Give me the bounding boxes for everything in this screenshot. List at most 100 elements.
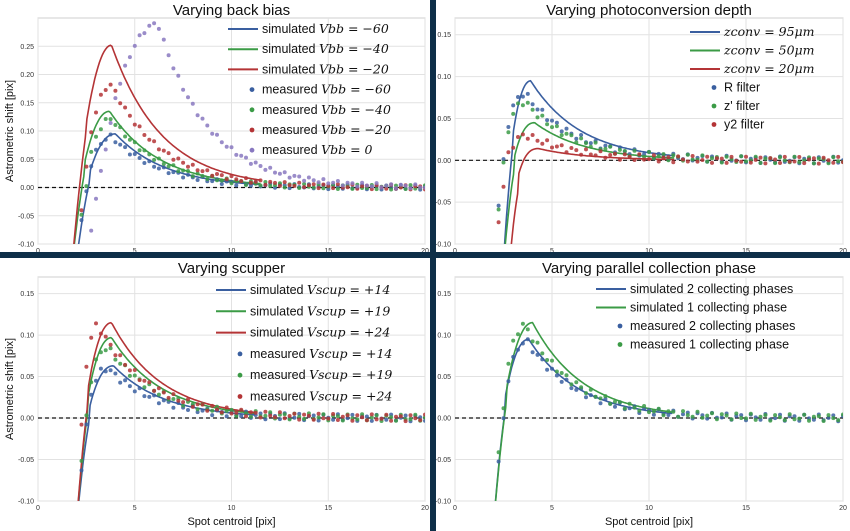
panel-varying-photoconversion-depth: 0 5 10 15 20 -0.10 -0.05 0.00 0.05 0.10 0.15 Varyin… <box>435 2 847 255</box>
data-point <box>118 142 123 147</box>
data-point <box>161 165 166 170</box>
data-point <box>147 159 152 164</box>
x-tick-label: 5 <box>133 248 137 255</box>
data-point <box>181 400 186 405</box>
data-point <box>171 397 176 401</box>
data-point <box>311 185 316 190</box>
data-point <box>302 178 307 183</box>
data-point <box>360 412 365 417</box>
data-point <box>321 182 326 187</box>
data-point <box>744 159 748 164</box>
data-point <box>811 417 816 422</box>
data-point <box>782 154 787 159</box>
data-point <box>239 153 244 158</box>
data-point <box>632 148 637 153</box>
data-point <box>147 137 152 142</box>
data-point <box>345 413 350 418</box>
data-point <box>569 133 574 138</box>
data-point <box>89 130 94 135</box>
data-point <box>719 412 724 417</box>
data-point <box>685 159 690 164</box>
data-point <box>287 175 292 180</box>
data-point <box>584 141 588 146</box>
data-point <box>152 139 157 144</box>
data-point <box>700 153 705 158</box>
data-point <box>758 160 763 165</box>
data-point <box>681 412 685 417</box>
data-point <box>831 416 836 421</box>
data-point <box>123 63 128 68</box>
data-point <box>695 159 700 164</box>
data-point <box>195 113 200 118</box>
data-point <box>161 390 166 395</box>
data-point <box>147 152 152 157</box>
data-point <box>297 180 302 185</box>
data-point <box>297 411 302 416</box>
data-point <box>816 156 821 161</box>
data-point <box>258 183 263 188</box>
x-tick-label: 0 <box>453 248 457 255</box>
y-tick-label: 0.15 <box>20 100 34 107</box>
data-point <box>123 134 128 139</box>
data-point <box>190 101 195 106</box>
data-point <box>821 419 826 423</box>
data-point <box>540 357 545 362</box>
data-point <box>108 342 113 347</box>
data-point <box>103 147 108 152</box>
data-point <box>608 153 613 157</box>
data-point <box>142 394 147 399</box>
data-point <box>588 144 593 149</box>
data-point <box>516 95 520 99</box>
data-point <box>739 154 744 159</box>
data-point <box>190 162 195 167</box>
data-point <box>792 417 797 422</box>
data-point <box>374 417 379 422</box>
data-point <box>836 159 841 164</box>
data-point <box>773 413 778 418</box>
plot-content <box>73 21 425 244</box>
data-point <box>268 410 273 415</box>
data-point <box>802 161 807 166</box>
data-point <box>782 418 787 423</box>
data-point <box>263 167 268 172</box>
data-point <box>331 186 336 191</box>
data-point <box>671 153 676 158</box>
data-point <box>239 179 244 184</box>
data-point <box>311 417 316 422</box>
data-point <box>156 392 161 397</box>
data-point <box>253 410 258 415</box>
data-point <box>705 154 710 159</box>
data-point <box>335 179 340 183</box>
x-tick-label: 10 <box>645 248 653 255</box>
data-point <box>210 179 215 184</box>
y-tick-label: 0.20 <box>20 72 34 79</box>
data-point <box>739 416 744 420</box>
data-point <box>584 391 588 396</box>
data-point <box>579 152 584 157</box>
data-point <box>98 168 103 173</box>
series-measured-v-scup-24 <box>79 321 425 427</box>
data-point <box>132 140 137 145</box>
data-point <box>113 96 118 101</box>
data-point <box>603 143 608 148</box>
data-point <box>647 150 651 154</box>
data-point <box>379 185 384 190</box>
data-point <box>418 415 423 420</box>
data-point <box>186 169 190 173</box>
data-point <box>748 411 753 416</box>
data-point <box>724 413 729 418</box>
data-point <box>84 422 89 427</box>
data-point <box>797 160 802 165</box>
x-tick-label: 0 <box>36 248 40 255</box>
data-point <box>603 155 608 160</box>
y-tick-label: 0.05 <box>437 116 451 123</box>
data-point <box>739 413 744 418</box>
data-point <box>200 169 205 174</box>
data-point <box>176 169 181 174</box>
chart-title: Varying parallel collection phase <box>542 260 756 277</box>
series-measured-1-collecting-phase <box>496 321 843 455</box>
legend-entry: measured Vbb = −20 <box>262 122 391 137</box>
data-point <box>360 180 365 185</box>
data-point <box>152 388 157 393</box>
data-point <box>656 406 661 411</box>
